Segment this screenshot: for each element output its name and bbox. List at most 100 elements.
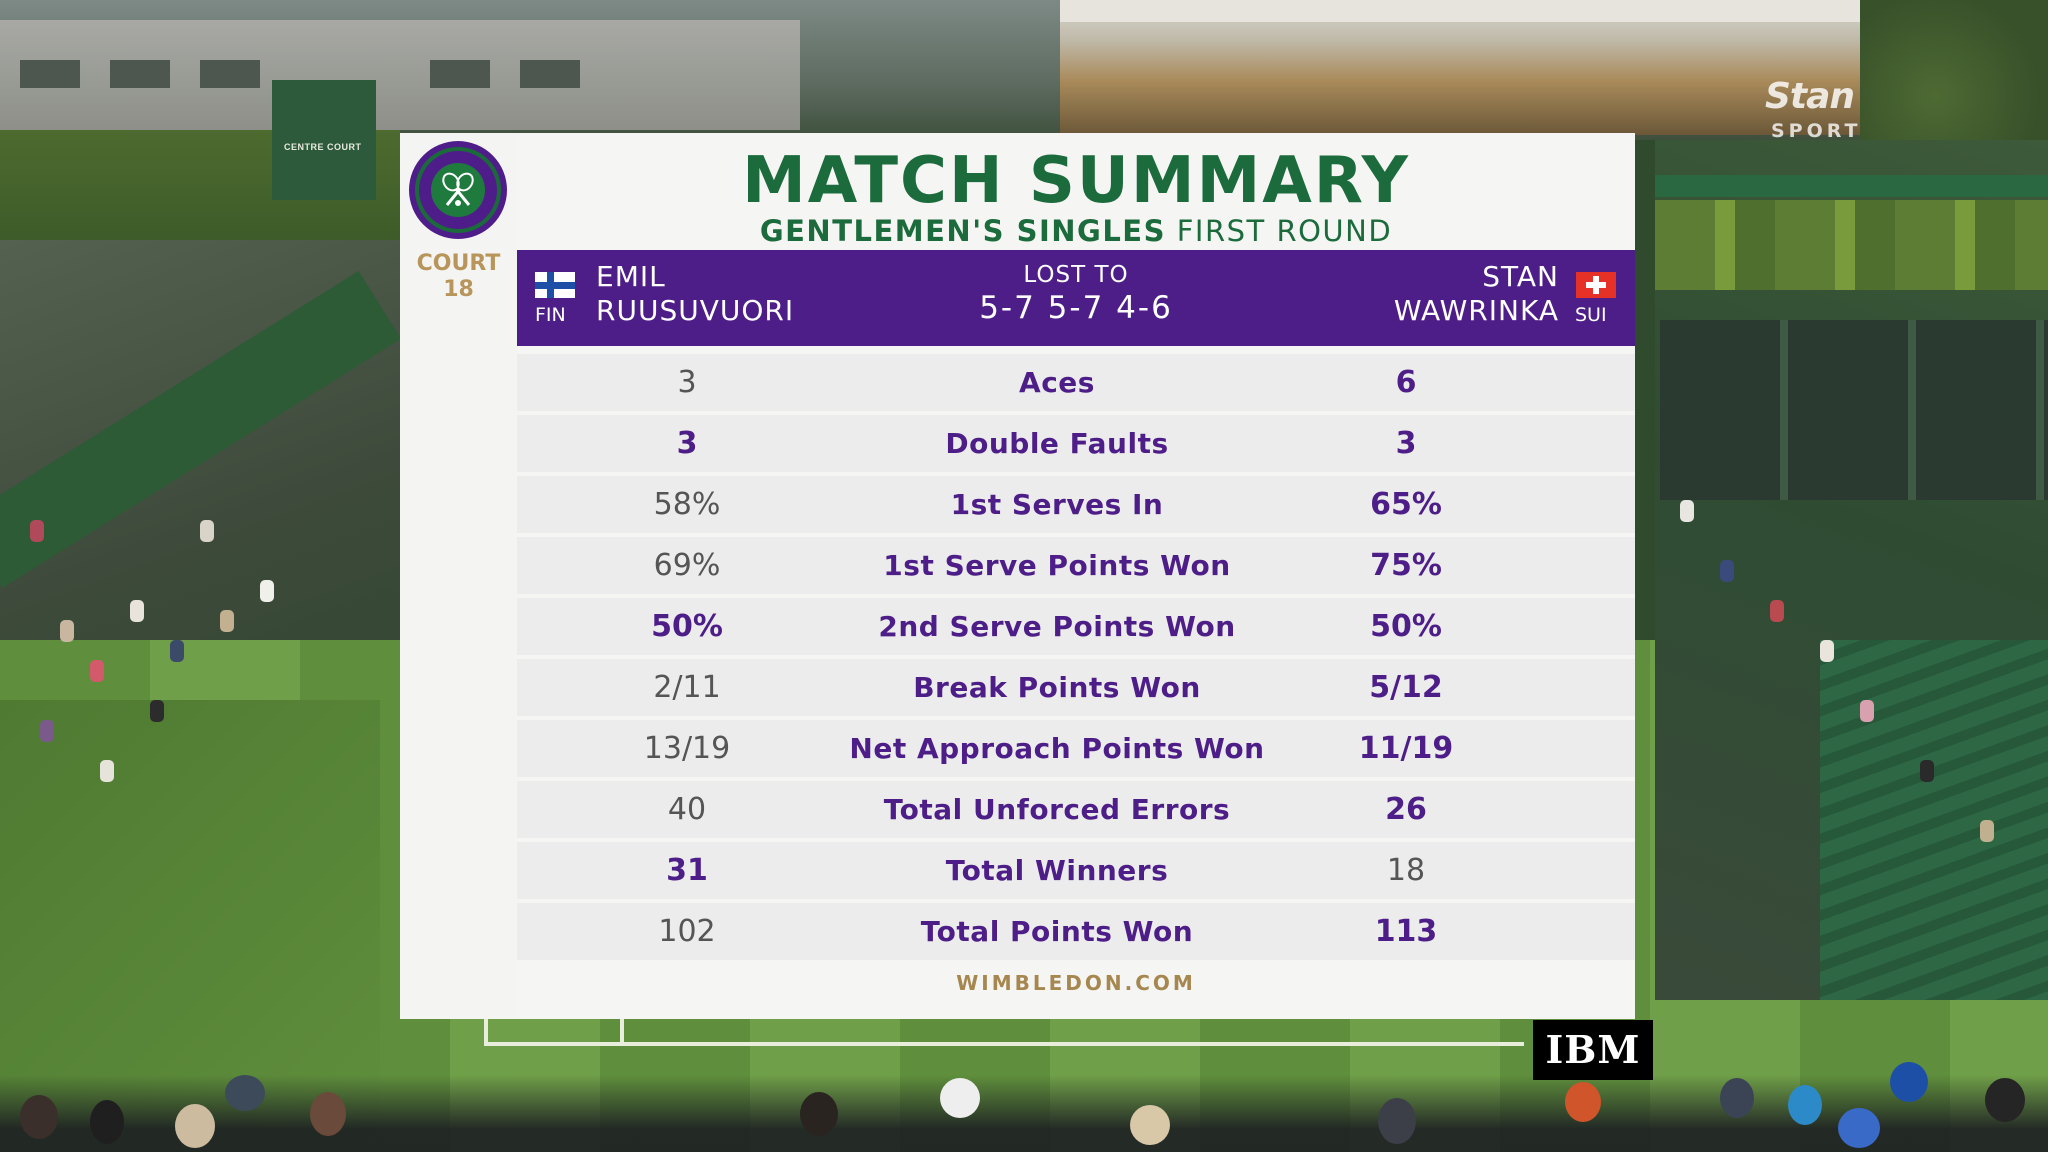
broadcaster-sub: SPORT [1771, 120, 1862, 142]
right-player-first-name: STAN [1482, 260, 1559, 293]
stat-label: Total Winners [945, 854, 1169, 887]
left-value: 102 [658, 914, 716, 949]
stat-label: Net Approach Points Won [849, 732, 1265, 765]
spectator [1920, 760, 1934, 782]
spectator-cap [1838, 1108, 1880, 1148]
match-summary-panel: COURT 18 MATCH SUMMARY GENTLEMEN'S SINGL… [400, 133, 1635, 1019]
stat-row-break-points-won: 2/11 Break Points Won 5/12 [517, 659, 1635, 716]
spectator-cap [1788, 1085, 1822, 1125]
spectator [60, 620, 74, 642]
court-word: COURT [416, 251, 501, 276]
spectator-head [20, 1095, 58, 1139]
event-name: GENTLEMEN'S SINGLES [759, 214, 1166, 248]
spectator-head [90, 1100, 124, 1144]
spectator [1680, 500, 1694, 522]
window [110, 60, 170, 88]
spectator [150, 700, 164, 722]
spectator [100, 760, 114, 782]
left-player-last-name: RUUSUVUORI [596, 294, 795, 327]
broadcaster-logo: Stan SPORT [1765, 76, 1895, 148]
flag-cross-h [535, 282, 575, 289]
stat-label: Aces [1019, 366, 1095, 399]
left-value: 13/19 [643, 731, 731, 766]
result-score: 5-7 5-7 4-6 [979, 290, 1173, 326]
stat-label: Total Unforced Errors [883, 793, 1231, 826]
stat-row-double-faults: 3 Double Faults 3 [517, 415, 1635, 472]
left-value: 2/11 [653, 670, 721, 705]
left-value: 3 [677, 365, 697, 400]
pavilion [1060, 0, 2000, 135]
spectator [1720, 560, 1734, 582]
right-player-last-name: WAWRINKA [1393, 294, 1559, 327]
left-value: 40 [667, 792, 707, 827]
spectator-cap [225, 1075, 265, 1111]
stat-row-aces: 3 Aces 6 [517, 354, 1635, 411]
right-value: 65% [1370, 487, 1442, 522]
left-player-first-name: EMIL [596, 260, 666, 293]
centre-court-sign-text: CENTRE COURT [284, 142, 362, 152]
spectator-head [310, 1092, 346, 1136]
spectator-cap [1565, 1082, 1601, 1122]
spectator [40, 720, 54, 742]
window [200, 60, 260, 88]
trees [1860, 0, 2048, 160]
spectator [1980, 820, 1994, 842]
flag-cross-v [547, 272, 554, 298]
stat-row-net-approach-points-won: 13/19 Net Approach Points Won 11/19 [517, 720, 1635, 777]
broadcaster-name: Stan [1765, 76, 1855, 117]
right-value: 26 [1385, 792, 1427, 827]
event-round: FIRST ROUND [1176, 214, 1393, 248]
wimbledon-emblem [415, 147, 501, 233]
stadium-building [0, 20, 800, 130]
switzerland-flag-icon [1576, 272, 1616, 298]
balcony [1655, 175, 2048, 197]
spectator-head [175, 1104, 215, 1148]
right-value: 6 [1395, 365, 1417, 400]
right-value: 50% [1370, 609, 1442, 644]
spectator [130, 600, 144, 622]
spectator-cap [1130, 1105, 1170, 1145]
left-value: 58% [653, 487, 721, 522]
stat-label: 1st Serve Points Won [883, 549, 1231, 582]
sponsor-logo: IBM [1533, 1020, 1653, 1080]
stat-row-total-winners: 31 Total Winners 18 [517, 842, 1635, 899]
stat-row-first-serves-in: 58% 1st Serves In 65% [517, 476, 1635, 533]
stat-label: Double Faults [945, 427, 1169, 460]
players-bar: FIN EMIL RUUSUVUORI LOST TO 5-7 5-7 4-6 … [517, 250, 1635, 346]
right-value: 11/19 [1358, 731, 1454, 766]
stat-label: Total Points Won [920, 915, 1194, 948]
spectator [1860, 700, 1874, 722]
stand-windows [1660, 320, 2048, 500]
right-value: 3 [1395, 426, 1417, 461]
court-label: COURT 18 [400, 251, 517, 303]
window [430, 60, 490, 88]
spectator [260, 580, 274, 602]
spectator [220, 610, 234, 632]
flag-cross-v [1593, 276, 1599, 294]
spectator [170, 640, 184, 662]
spectator [30, 520, 44, 542]
left-player-country: FIN [535, 304, 566, 326]
stat-row-second-serve-points-won: 50% 2nd Serve Points Won 50% [517, 598, 1635, 655]
spectator [200, 520, 214, 542]
right-player-country: SUI [1575, 304, 1607, 326]
spectator-head [800, 1092, 838, 1136]
planters [1655, 200, 2048, 290]
stats-table: 3 Aces 6 3 Double Faults 3 58% 1st Serve… [517, 354, 1635, 964]
event-subtitle: GENTLEMEN'S SINGLES FIRST ROUND [517, 213, 1635, 249]
centre-court-sign: CENTRE COURT [272, 80, 376, 200]
stat-label: Break Points Won [913, 671, 1201, 704]
court-line [484, 1018, 488, 1044]
website-link: WIMBLEDON.COM [956, 971, 1196, 995]
spectator [1820, 640, 1834, 662]
court-number: 18 [443, 277, 474, 302]
left-value: 3 [676, 426, 698, 461]
pavilion-roof [1060, 0, 2000, 22]
right-value: 5/12 [1369, 670, 1443, 705]
right-value: 75% [1370, 548, 1442, 583]
stat-row-first-serve-points-won: 69% 1st Serve Points Won 75% [517, 537, 1635, 594]
panel-sidebar: COURT 18 [400, 133, 517, 1019]
green-seats [1820, 640, 2048, 1000]
window [520, 60, 580, 88]
court-line [620, 1018, 624, 1044]
